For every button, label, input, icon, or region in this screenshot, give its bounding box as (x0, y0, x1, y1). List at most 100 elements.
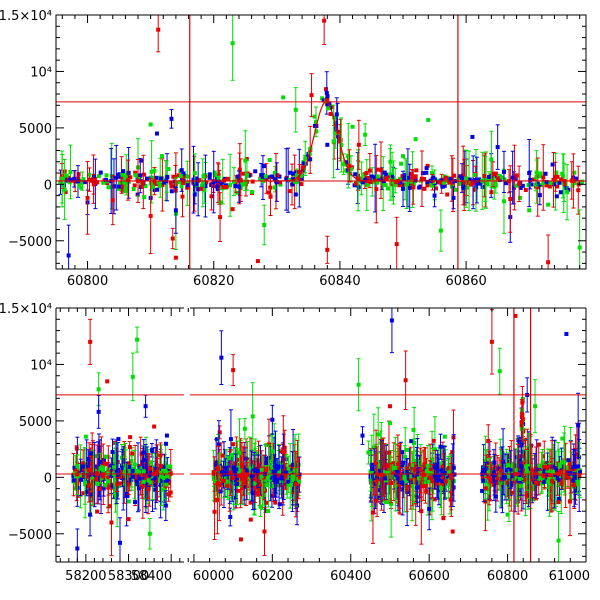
data-point-red (221, 478, 226, 483)
data-point-green (389, 466, 394, 471)
data-point-red (171, 174, 176, 179)
data-point-red (489, 190, 494, 195)
data-point-green (106, 479, 111, 484)
data-point-blue (134, 482, 139, 487)
data-point-blue (153, 447, 158, 510)
data-point-red (277, 180, 282, 185)
data-point-red (275, 173, 280, 178)
data-point-green (259, 474, 264, 479)
data-point-red (489, 309, 494, 375)
data-point-green (356, 358, 361, 412)
data-point-green (533, 379, 538, 434)
data-point-green (299, 173, 304, 178)
data-point-red (523, 477, 528, 482)
data-point-red (270, 493, 275, 498)
data-point-blue (382, 170, 387, 175)
data-point-red (445, 192, 450, 197)
data-point-green (448, 455, 453, 490)
data-point-red (133, 170, 138, 175)
data-point-red (405, 484, 410, 489)
data-point-red (117, 481, 122, 486)
data-point-blue (555, 476, 560, 481)
data-point-blue (459, 163, 464, 193)
data-point-red (236, 488, 241, 493)
data-point-green (524, 449, 529, 491)
data-point-green (537, 475, 542, 480)
data-point-blue (564, 186, 569, 191)
data-point-green (258, 177, 263, 182)
data-point-green (123, 176, 128, 181)
data-point-green (166, 167, 171, 172)
data-point-green (428, 471, 433, 476)
data-point-green (177, 180, 182, 185)
data-point-green (292, 473, 297, 478)
data-point-green (385, 186, 390, 191)
data-point-red (431, 438, 436, 443)
data-point-blue (213, 460, 218, 465)
data-point-green (137, 482, 142, 487)
data-point-red (140, 181, 145, 186)
data-point-red (166, 486, 171, 502)
data-point-green (564, 465, 569, 470)
data-point-green (366, 440, 371, 465)
data-point-blue (576, 464, 581, 469)
data-point-green (493, 180, 498, 185)
data-point-green (572, 170, 577, 175)
data-point-green (402, 445, 407, 513)
data-point-red (432, 497, 437, 502)
data-point-blue (163, 490, 168, 521)
data-point-blue (558, 190, 563, 195)
data-point-red (254, 491, 259, 496)
data-point-blue (221, 460, 226, 489)
data-point-blue (232, 469, 237, 474)
data-point-red (102, 461, 107, 466)
data-point-blue (327, 101, 332, 106)
data-point-red (95, 509, 100, 514)
data-point-blue (270, 404, 275, 435)
data-point-green (293, 87, 298, 133)
data-point-green (213, 173, 218, 178)
data-point-green (259, 467, 264, 472)
data-point-green (178, 174, 183, 179)
data-point-blue (442, 446, 447, 500)
data-point-red (535, 157, 540, 217)
data-point-blue (234, 467, 239, 472)
data-point-green (577, 209, 582, 269)
data-point-blue (290, 182, 295, 187)
data-point-blue (504, 468, 509, 473)
data-point-blue (232, 465, 237, 470)
data-point-red (542, 464, 547, 469)
data-point-red (309, 73, 314, 118)
data-point-red (185, 185, 190, 190)
data-point-blue (439, 178, 444, 183)
data-point-red (377, 472, 382, 477)
data-point-blue (236, 476, 241, 481)
data-point-red (483, 486, 488, 491)
data-point-blue (293, 170, 298, 175)
data-point-red (242, 480, 247, 485)
data-point-green (541, 180, 546, 185)
y-tick-label: −5000 (8, 235, 52, 250)
data-point-blue (235, 481, 240, 486)
data-point-blue (274, 162, 279, 202)
data-point-green (320, 96, 325, 101)
data-point-blue (218, 489, 223, 494)
data-point-red (288, 465, 293, 470)
data-point-green (362, 172, 367, 177)
data-point-blue (161, 464, 166, 469)
data-point-green (439, 486, 444, 491)
data-point-blue (497, 178, 502, 183)
zoom-panel: 60800 60820 60840 60860 1.5×10⁴ 10⁴ 5000 0 −5000 (0, 9, 587, 289)
data-point-blue (244, 468, 249, 473)
data-point-green (224, 479, 229, 484)
data-point-blue (389, 174, 394, 179)
data-point-blue (537, 184, 542, 206)
data-point-blue (543, 171, 548, 176)
data-point-blue (68, 177, 73, 182)
data-point-green (200, 158, 205, 208)
data-point-red (173, 255, 178, 260)
data-point-green (152, 168, 157, 173)
data-point-blue (321, 98, 326, 103)
data-point-green (239, 183, 244, 188)
data-point-green (228, 153, 233, 217)
